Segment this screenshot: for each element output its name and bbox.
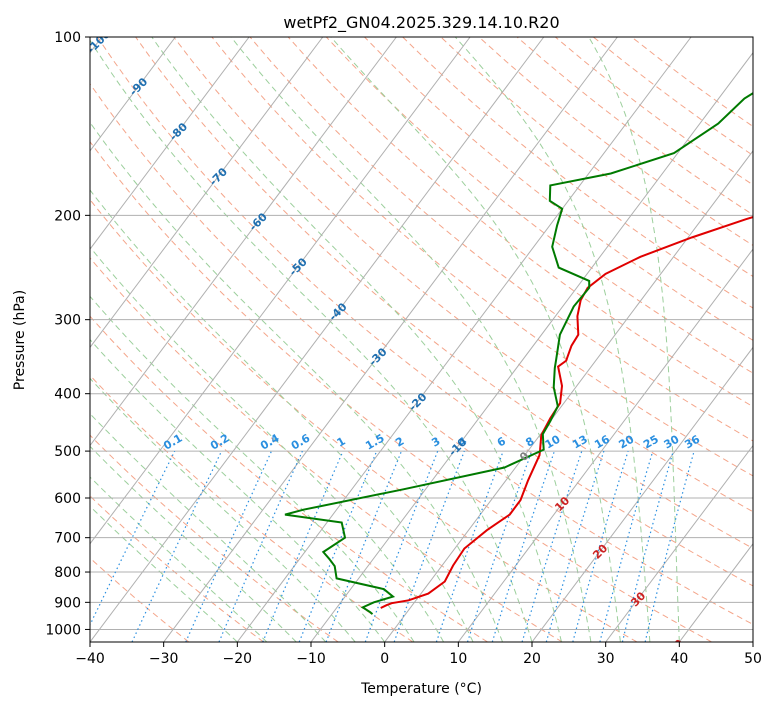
dry-adiabat <box>90 374 414 642</box>
isotherm-line <box>90 37 397 447</box>
isotherm-line <box>236 37 692 642</box>
x-tick-label: −30 <box>149 651 179 667</box>
moist-adiabat <box>90 338 386 642</box>
mixing-ratio-line <box>466 450 533 642</box>
x-tick-label: −10 <box>296 651 326 667</box>
plot-frame <box>89 36 754 643</box>
dry-adiabat <box>173 37 753 513</box>
moist-adiabat <box>90 412 327 642</box>
x-axis: −40 −30 −20 −10 0 10 20 30 40 50 <box>75 642 762 667</box>
mixing-ratio-line <box>545 450 605 642</box>
moist-adiabat <box>588 37 680 642</box>
temperature-profile <box>380 216 753 609</box>
y-tick-label: 300 <box>54 313 81 329</box>
isotherm-line <box>384 150 753 642</box>
x-axis-title: Temperature (°C) <box>360 681 482 697</box>
y-tick-label: 400 <box>54 387 81 403</box>
x-tick-label: 0 <box>380 651 389 667</box>
mixing-ratio-line <box>131 450 223 642</box>
plot-area <box>90 37 753 642</box>
dry-adiabat <box>211 37 753 477</box>
moist-adiabat <box>90 39 533 642</box>
x-tick-label: 20 <box>523 651 541 667</box>
x-tick-label: 40 <box>670 651 688 667</box>
mixing-ratio-line <box>364 450 439 642</box>
mixing-ratio-line <box>521 450 583 642</box>
y-tick-label: 500 <box>54 444 81 460</box>
chart-title: wetPf2_GN04.2025.329.14.10.R20 <box>283 13 559 33</box>
moist-adiabat <box>330 37 621 642</box>
isotherm-line <box>90 37 324 349</box>
y-axis-title: Pressure (hPa) <box>12 290 28 390</box>
moist-adiabat <box>230 37 592 642</box>
x-tick-label: −20 <box>223 651 253 667</box>
mixing-ratio-line <box>325 450 403 642</box>
y-axis: 100 200 300 400 500 600 700 800 900 1000 <box>45 30 90 638</box>
isotherm-line <box>90 37 545 642</box>
moist-adiabat <box>90 505 238 642</box>
dewpoint-profile <box>284 91 753 615</box>
isotherm-line <box>310 51 753 642</box>
dry-adiabat <box>96 37 753 587</box>
moist-adiabat <box>90 445 297 642</box>
y-tick-label: 700 <box>54 531 81 547</box>
isotherm-line <box>90 37 250 250</box>
dry-adiabat <box>249 37 753 442</box>
y-tick-label: 600 <box>54 491 81 507</box>
moist-adiabat <box>454 37 651 642</box>
mixing-ratio-line <box>572 450 629 642</box>
dry-adiabat <box>90 257 563 642</box>
dry-adiabat <box>402 37 753 309</box>
isotherm-line <box>531 346 753 642</box>
x-tick-label: 50 <box>744 651 762 667</box>
isotherm-line <box>457 248 753 642</box>
mixing-ratio-line <box>90 450 176 627</box>
dry-adiabat <box>90 83 753 625</box>
isotherm-line <box>90 37 471 545</box>
y-tick-label: 100 <box>54 30 81 46</box>
dry-adiabat <box>90 140 712 642</box>
isotherm-line <box>163 37 618 642</box>
y-tick-label: 200 <box>54 208 81 224</box>
x-tick-label: −40 <box>75 651 105 667</box>
isotherm-line <box>90 37 176 152</box>
isotherm-label: 40 <box>666 637 686 657</box>
y-tick-label: 800 <box>54 565 81 581</box>
isotherm-line <box>605 444 753 642</box>
x-tick-label: 30 <box>597 651 615 667</box>
moist-adiabat <box>151 37 562 642</box>
dry-adiabat <box>90 198 638 642</box>
moist-adiabat <box>90 476 268 642</box>
x-tick-label: 10 <box>449 651 467 667</box>
moist-adiabat <box>90 121 503 642</box>
mixing-ratio-line <box>491 450 555 642</box>
y-tick-label: 900 <box>54 595 81 611</box>
y-tick-label: 1000 <box>45 622 81 638</box>
